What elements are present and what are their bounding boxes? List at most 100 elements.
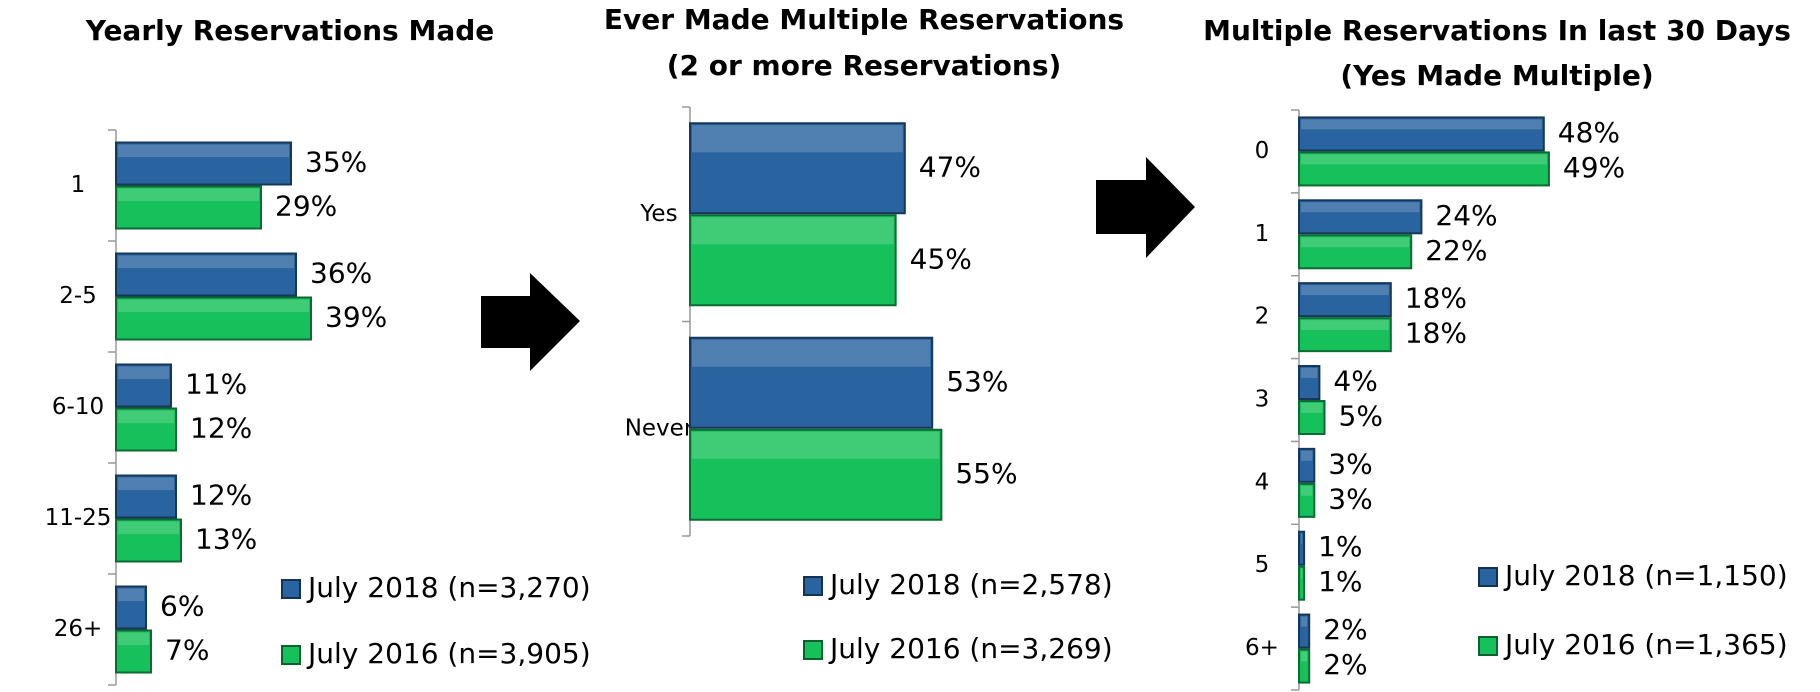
bar (115, 474, 177, 519)
bar (115, 141, 292, 186)
bar-shine (1301, 320, 1389, 331)
value-label: 29% (275, 190, 337, 223)
legend-label: July 2018 (n=3,270) (306, 571, 591, 604)
arrow (481, 273, 580, 371)
value-label: 53% (946, 365, 1008, 398)
legend-marker (281, 579, 301, 599)
bar-shine (1301, 616, 1308, 627)
value-label: 1% (1318, 565, 1362, 598)
bar (115, 585, 147, 630)
chart-title: Yearly Reservations Made (85, 14, 495, 47)
bar (115, 185, 262, 230)
value-label: 13% (195, 523, 257, 556)
bar-shine (692, 125, 903, 153)
bar (1298, 565, 1306, 601)
value-label: 45% (910, 242, 972, 275)
legend-label: July 2016 (n=1,365) (1503, 628, 1788, 661)
bar (1298, 317, 1392, 353)
chart-title: Ever Made Multiple Reservations (604, 3, 1124, 36)
category-label: 11-25 (45, 505, 112, 531)
bar-shine (692, 431, 940, 459)
value-label: 55% (955, 457, 1017, 490)
bar (1298, 530, 1306, 566)
bar-shine (1301, 202, 1420, 213)
category-label: 3 (1255, 387, 1270, 413)
category-label: 1 (1255, 221, 1270, 247)
value-label: 48% (1558, 116, 1620, 149)
bar-shine (118, 366, 169, 380)
bar-shine (1301, 533, 1303, 544)
bar-shine (118, 632, 149, 646)
bar (1298, 282, 1392, 318)
bar (1298, 151, 1550, 187)
category-label: 2 (1255, 304, 1270, 330)
category-label: 6+ (1245, 635, 1279, 661)
chart-title: Multiple Reservations In last 30 Days (1203, 14, 1791, 47)
value-label: 49% (1563, 151, 1625, 184)
value-label: 5% (1339, 400, 1383, 433)
value-label: 7% (165, 634, 209, 667)
category-label: 5 (1255, 552, 1270, 578)
bar (1298, 482, 1316, 518)
legend-marker (281, 645, 301, 665)
bar (115, 407, 177, 452)
bar-shine (692, 339, 931, 367)
value-label: 12% (190, 479, 252, 512)
category-label: 4 (1255, 469, 1270, 495)
bar-shine (118, 299, 309, 313)
legend-label: July 2018 (n=1,150) (1503, 559, 1788, 592)
bar (1298, 447, 1316, 483)
chart-title: (2 or more Reservations) (667, 49, 1062, 82)
value-label: 4% (1333, 365, 1377, 398)
legend-marker (803, 576, 823, 596)
bar-shine (118, 477, 174, 491)
bar-shine (1301, 285, 1389, 296)
value-label: 12% (190, 412, 252, 445)
bar-shine (1301, 485, 1313, 496)
bar (1298, 613, 1311, 649)
bar-shine (118, 521, 179, 535)
value-label: 24% (1435, 199, 1497, 232)
bar-shine (118, 144, 289, 158)
category-label: Never (625, 415, 694, 441)
value-label: 47% (919, 150, 981, 183)
value-label: 11% (185, 368, 247, 401)
bar-shine (1301, 403, 1323, 413)
value-label: 35% (305, 146, 367, 179)
bar-shine (118, 588, 144, 602)
value-label: 36% (310, 257, 372, 290)
bar (1298, 234, 1413, 270)
value-label: 1% (1318, 530, 1362, 563)
arrow (1096, 157, 1195, 258)
bar-shine (1301, 568, 1303, 579)
bar-shine (118, 255, 294, 269)
value-label: 22% (1425, 234, 1487, 267)
chart-title: (Yes Made Multiple) (1340, 59, 1653, 92)
bar (115, 518, 182, 563)
legend-label: July 2016 (n=3,269) (828, 632, 1113, 665)
bar (1298, 648, 1311, 684)
bar-shine (692, 217, 894, 245)
value-label: 3% (1328, 447, 1372, 480)
legend-marker (803, 640, 823, 660)
bar-shine (118, 188, 259, 202)
bar-shine (118, 410, 174, 424)
bar (689, 214, 897, 307)
bar (689, 428, 943, 521)
value-label: 2% (1323, 613, 1367, 646)
bar-shine (1301, 450, 1313, 461)
bar-shine (1301, 119, 1542, 130)
bar-shine (1301, 154, 1547, 165)
legend-label: July 2016 (n=3,905) (306, 637, 591, 670)
value-label: 39% (325, 301, 387, 334)
value-label: 18% (1405, 317, 1467, 350)
bar-shine (1301, 237, 1410, 248)
category-label: 26+ (54, 616, 103, 642)
bar (115, 629, 152, 674)
legend-label: July 2018 (n=2,578) (828, 568, 1113, 601)
value-label: 2% (1323, 648, 1367, 681)
bar (1298, 365, 1321, 400)
bar (1298, 400, 1326, 435)
bar (1298, 116, 1545, 152)
